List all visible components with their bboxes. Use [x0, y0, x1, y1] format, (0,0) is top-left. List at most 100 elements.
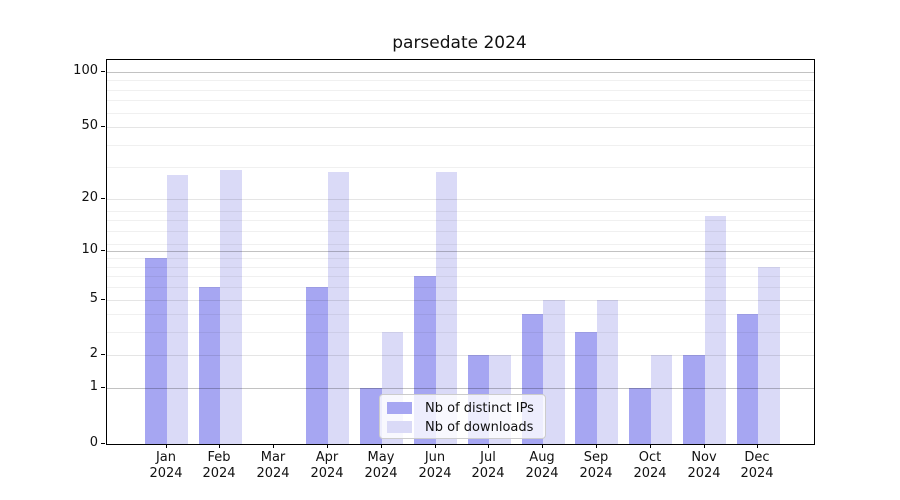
x-tick-mar — [273, 444, 274, 448]
grid-layer — [107, 60, 814, 444]
legend-swatch-distinct-ips-icon — [387, 402, 412, 414]
legend-swatch-downloads-icon — [387, 421, 412, 433]
x-tick-label-year-feb: 2024 — [202, 466, 236, 481]
gridline-y-6 — [107, 287, 814, 288]
gridline-y-100 — [107, 72, 814, 73]
x-tick-label-year-jan: 2024 — [149, 466, 183, 481]
gridline-y-9 — [107, 258, 814, 259]
x-tick-label-year-mar: 2024 — [256, 466, 290, 481]
y-tick-label-2: 2 — [89, 346, 98, 361]
y-tick-label-0: 0 — [89, 435, 98, 450]
legend-label-downloads: Nb of downloads — [425, 419, 534, 435]
y-tick-50 — [101, 126, 105, 127]
x-tick-may — [381, 444, 382, 448]
y-tick-label-1: 1 — [89, 379, 98, 394]
gridline-y-3 — [107, 332, 814, 333]
gridline-y-1 — [107, 388, 814, 389]
bar-distinct-ips-feb — [198, 287, 221, 444]
y-tick-20 — [101, 198, 105, 199]
gridline-y-4 — [107, 314, 814, 315]
legend-entry-downloads: Nb of downloads — [387, 419, 545, 435]
gridline-y-13 — [107, 231, 814, 232]
x-tick-label-month-may: May — [367, 450, 395, 465]
x-tick-label-year-nov: 2024 — [687, 466, 721, 481]
legend-label-distinct-ips: Nb of distinct IPs — [425, 400, 534, 416]
chart-title: parsedate 2024 — [392, 33, 527, 53]
y-tick-label-20: 20 — [81, 190, 98, 205]
bar-distinct-ips-may — [360, 388, 382, 444]
x-tick-label-year-jun: 2024 — [418, 466, 452, 481]
x-tick-label-month-jan: Jan — [155, 450, 177, 465]
x-tick-feb — [219, 444, 220, 448]
y-tick-label-100: 100 — [73, 63, 98, 78]
x-tick-label-year-aug: 2024 — [525, 466, 559, 481]
x-tick-jul — [488, 444, 489, 448]
x-tick-label-month-aug: Aug — [529, 450, 555, 465]
gridline-y-17 — [107, 211, 814, 212]
gridline-y-80 — [107, 90, 814, 91]
y-tick-label-10: 10 — [81, 242, 98, 257]
y-tick-2 — [101, 354, 105, 355]
x-tick-label-month-dec: Dec — [744, 450, 770, 465]
bar-downloads-aug — [543, 299, 565, 444]
x-tick-label-year-dec: 2024 — [740, 466, 774, 481]
bar-downloads-jan — [166, 175, 188, 444]
bar-distinct-ips-oct — [629, 388, 651, 444]
gridline-y-30 — [107, 167, 814, 168]
bar-downloads-apr — [327, 172, 350, 444]
x-tick-label-year-oct: 2024 — [633, 466, 667, 481]
plot-area: Nb of distinct IPs Nb of downloads — [106, 59, 815, 445]
x-tick-label-year-sep: 2024 — [579, 466, 613, 481]
gridline-y-15 — [107, 220, 814, 221]
x-tick-label-year-jul: 2024 — [471, 466, 505, 481]
x-tick-label-month-apr: Apr — [315, 450, 339, 465]
y-tick-1 — [101, 387, 105, 388]
gridline-y-20 — [107, 199, 814, 200]
bar-downloads-feb — [220, 169, 242, 444]
gridline-y-40 — [107, 145, 814, 146]
x-tick-sep — [596, 444, 597, 448]
x-tick-aug — [542, 444, 543, 448]
x-tick-jan — [166, 444, 167, 448]
gridline-y-90 — [107, 80, 814, 81]
bar-distinct-ips-jan — [145, 258, 167, 444]
x-tick-label-month-mar: Mar — [260, 450, 286, 465]
legend-entry-distinct-ips: Nb of distinct IPs — [387, 400, 545, 416]
x-tick-oct — [650, 444, 651, 448]
x-tick-nov — [704, 444, 705, 448]
y-tick-label-5: 5 — [89, 291, 98, 306]
y-tick-5 — [101, 299, 105, 300]
bar-downloads-dec — [758, 266, 780, 444]
x-tick-label-month-feb: Feb — [207, 450, 231, 465]
gridline-y-10 — [107, 251, 814, 252]
y-tick-100 — [101, 71, 105, 72]
x-tick-apr — [327, 444, 328, 448]
gridline-y-7 — [107, 276, 814, 277]
y-tick-10 — [101, 250, 105, 251]
x-tick-label-year-apr: 2024 — [310, 466, 344, 481]
gridline-y-50 — [107, 127, 814, 128]
gridline-y-70 — [107, 100, 814, 101]
gridline-y-8 — [107, 267, 814, 268]
x-tick-label-month-jul: Jul — [480, 450, 496, 465]
x-tick-label-month-oct: Oct — [638, 450, 662, 465]
x-tick-dec — [757, 444, 758, 448]
bar-distinct-ips-nov — [683, 355, 705, 444]
x-tick-label-month-sep: Sep — [583, 450, 609, 465]
bar-distinct-ips-dec — [736, 314, 759, 444]
bar-downloads-jun — [435, 172, 457, 444]
gridline-y-5 — [107, 300, 814, 301]
bar-downloads-sep — [596, 299, 619, 444]
bar-distinct-ips-apr — [306, 287, 328, 444]
x-tick-jun — [435, 444, 436, 448]
gridline-y-2 — [107, 355, 814, 356]
gridline-y-11 — [107, 244, 814, 245]
x-tick-label-month-nov: Nov — [691, 450, 717, 465]
bar-downloads-oct — [650, 355, 673, 444]
bar-distinct-ips-sep — [575, 332, 597, 444]
legend: Nb of distinct IPs Nb of downloads — [379, 394, 546, 439]
gridline-y-60 — [107, 113, 814, 114]
y-tick-0 — [101, 443, 105, 444]
x-tick-label-year-may: 2024 — [364, 466, 398, 481]
